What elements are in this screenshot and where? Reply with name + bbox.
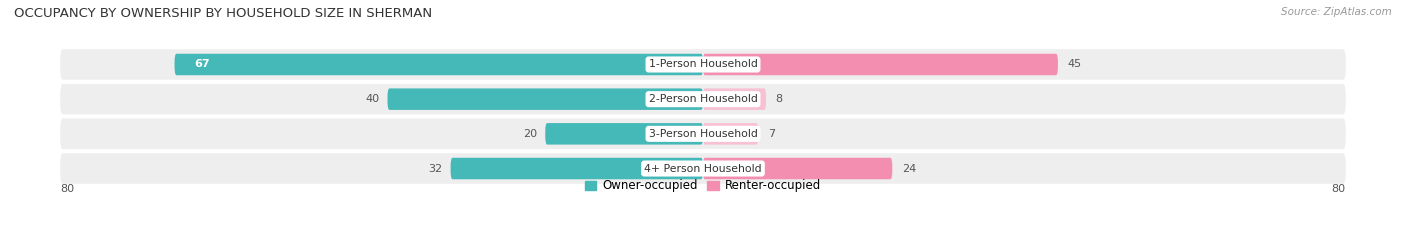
FancyBboxPatch shape: [703, 123, 758, 145]
Text: 1-Person Household: 1-Person Household: [648, 59, 758, 69]
FancyBboxPatch shape: [450, 158, 703, 179]
FancyBboxPatch shape: [60, 119, 1346, 149]
Text: Source: ZipAtlas.com: Source: ZipAtlas.com: [1281, 7, 1392, 17]
Legend: Owner-occupied, Renter-occupied: Owner-occupied, Renter-occupied: [579, 175, 827, 197]
Text: 8: 8: [776, 94, 783, 104]
Text: OCCUPANCY BY OWNERSHIP BY HOUSEHOLD SIZE IN SHERMAN: OCCUPANCY BY OWNERSHIP BY HOUSEHOLD SIZE…: [14, 7, 432, 20]
FancyBboxPatch shape: [60, 84, 1346, 114]
Text: 80: 80: [1331, 184, 1346, 194]
Text: 24: 24: [901, 164, 917, 174]
FancyBboxPatch shape: [388, 88, 703, 110]
Text: 20: 20: [523, 129, 537, 139]
Text: 40: 40: [366, 94, 380, 104]
FancyBboxPatch shape: [60, 153, 1346, 184]
FancyBboxPatch shape: [703, 88, 766, 110]
Text: 3-Person Household: 3-Person Household: [648, 129, 758, 139]
Text: 45: 45: [1067, 59, 1081, 69]
Text: 80: 80: [60, 184, 75, 194]
FancyBboxPatch shape: [703, 158, 893, 179]
Text: 7: 7: [768, 129, 775, 139]
FancyBboxPatch shape: [703, 54, 1057, 75]
Text: 67: 67: [194, 59, 209, 69]
Text: 2-Person Household: 2-Person Household: [648, 94, 758, 104]
FancyBboxPatch shape: [546, 123, 703, 145]
Text: 4+ Person Household: 4+ Person Household: [644, 164, 762, 174]
Text: 32: 32: [429, 164, 443, 174]
FancyBboxPatch shape: [60, 49, 1346, 80]
FancyBboxPatch shape: [174, 54, 703, 75]
